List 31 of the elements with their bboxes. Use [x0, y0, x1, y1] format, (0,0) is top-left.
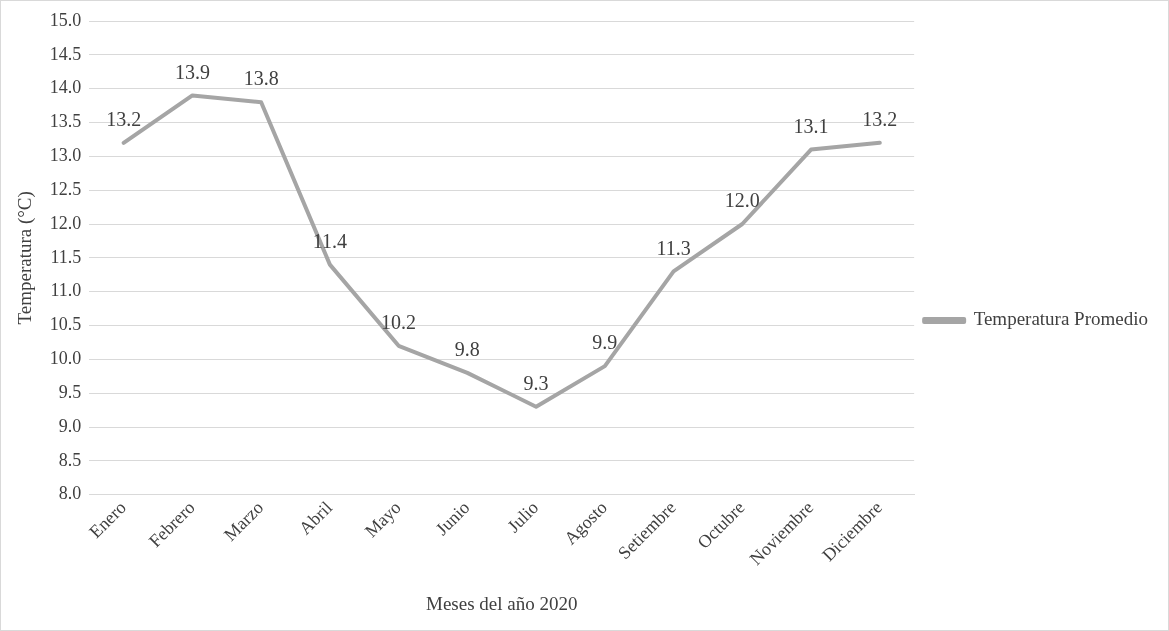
y-tick-label: 12.0 [49, 212, 82, 233]
y-tick-label: 10.5 [49, 314, 82, 335]
y-tick-label: 13.0 [49, 145, 82, 166]
data-label: 9.3 [523, 371, 549, 394]
data-label: 11.4 [312, 229, 348, 252]
legend-label: Temperatura Promedio [973, 308, 1148, 330]
x-axis-title: Meses del año 2020 [425, 592, 578, 614]
data-label: 13.2 [106, 108, 142, 131]
data-label: 9.9 [592, 331, 618, 354]
y-tick-label: 11.5 [50, 246, 82, 267]
y-tick-label: 10.0 [49, 348, 82, 369]
data-label: 11.3 [656, 236, 691, 259]
y-tick-label: 8.5 [58, 449, 82, 470]
y-tick-label: 13.5 [49, 111, 82, 132]
x-tick-label: Julio [503, 497, 543, 537]
data-label: 12.0 [724, 189, 760, 212]
y-tick-label: 11.0 [50, 280, 82, 301]
y-tick-label: 9.5 [58, 381, 82, 402]
y-tick-label: 8.0 [58, 483, 82, 504]
data-label: 13.9 [174, 60, 210, 83]
y-tick-label: 12.5 [49, 178, 82, 199]
y-tick-label: 14.0 [49, 77, 82, 98]
data-label: 13.8 [243, 67, 279, 90]
data-label: 9.8 [454, 338, 480, 361]
data-label: 10.2 [381, 311, 417, 334]
y-tick-label: 9.0 [58, 415, 82, 436]
y-tick-label: 15.0 [49, 9, 82, 30]
data-label: 13.2 [862, 108, 898, 131]
y-tick-label: 14.5 [49, 43, 82, 64]
y-axis-title: Temperatura (°C) [14, 191, 37, 325]
data-label: 13.1 [793, 114, 829, 137]
